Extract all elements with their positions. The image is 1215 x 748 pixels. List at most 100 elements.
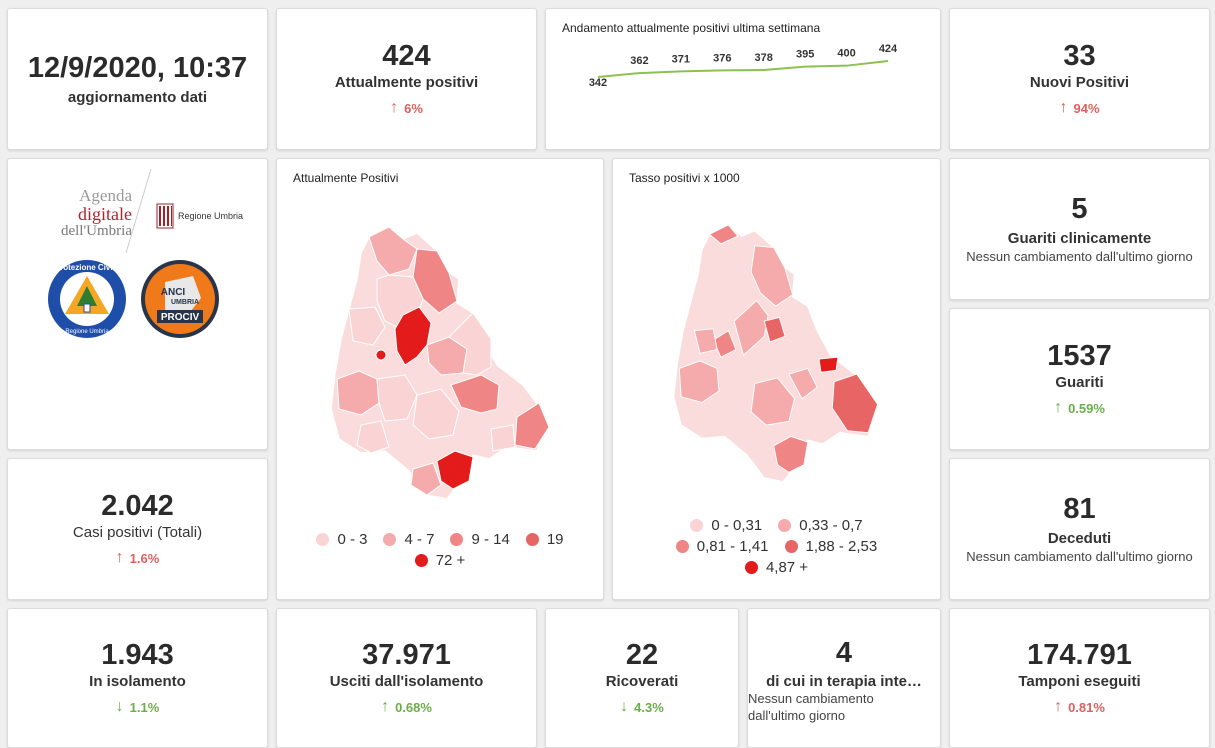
arrow-down-icon: ↓ [115, 698, 124, 716]
legend-swatch-icon [414, 554, 428, 567]
legend-swatch-icon [383, 533, 397, 546]
legend-swatch-icon [525, 533, 539, 546]
logos-card: Agenda digitale dell'Umbria Regione Umbr… [7, 158, 268, 450]
regione-umbria-text: Regione Umbria [178, 211, 244, 221]
casi-totali-delta: ↑ 1.6% [116, 549, 160, 567]
deceduti-value: 81 [1063, 493, 1096, 526]
legend-label: 19 [546, 531, 564, 548]
legend-item: 4,87 + [744, 559, 809, 576]
terapia-label: di cui in terapia inte… [766, 673, 922, 690]
usciti-value: 37.971 [362, 638, 451, 671]
legend-item: 9 - 14 [450, 531, 510, 548]
guariti-clinicamente-card: 5 Guariti clinicamente Nessun cambiament… [949, 158, 1210, 300]
arrow-up-icon: ↑ [115, 549, 124, 567]
legend-label: 0,81 - 1,41 [696, 538, 769, 555]
legend-item: 19 [525, 531, 564, 548]
delta-value: 94% [1073, 100, 1100, 116]
guariti-clinicamente-sub: Nessun cambiamento dall'ultimo giorno [966, 248, 1193, 264]
legend-label: 4 - 7 [404, 531, 435, 548]
legend-swatch-icon [450, 533, 464, 546]
arrow-up-icon: ↑ [381, 698, 390, 716]
arrow-up-icon: ↑ [1054, 698, 1063, 716]
map-positivi-legend: 0 - 3 4 - 7 9 - 14 19 72 + [277, 529, 603, 571]
arrow-up-icon: ↑ [1059, 99, 1068, 117]
legend-item: 4 - 7 [383, 531, 434, 548]
tamponi-value: 174.791 [1027, 638, 1132, 671]
regione-umbria-logo: Regione Umbria [156, 203, 243, 229]
deceduti-label: Deceduti [1047, 529, 1112, 547]
update-datetime: 12/9/2020, 10:37 [27, 52, 248, 84]
delta-value: 1.6% [129, 550, 160, 566]
ricoverati-card: 22 Ricoverati ↓ 4.3% [545, 608, 739, 748]
casi-totali-card: 2.042 Casi positivi (Totali) ↑ 1.6% [7, 458, 268, 600]
deceduti-sub: Nessun cambiamento dall'ultimo giorno [966, 548, 1193, 564]
nuovi-positivi-card: 33 Nuovi Positivi ↑ 94% [949, 8, 1210, 150]
delta-value: 0.68% [395, 699, 432, 715]
legend-item: 0,81 - 1,41 [675, 538, 769, 555]
legend-label: 72 + [435, 552, 466, 569]
delta-value: 0.59% [1068, 400, 1105, 416]
logo-divider [125, 168, 152, 254]
sparkline-data-label: 342 [589, 77, 607, 89]
sparkline-data-label: 395 [796, 49, 814, 61]
isolamento-delta: ↓ 1.1% [116, 698, 160, 716]
legend-swatch-icon [784, 540, 798, 553]
legend-swatch-icon [690, 519, 704, 532]
legend-item: 72 + [414, 552, 466, 569]
anci-line2-text: UMBRIA [171, 299, 199, 306]
legend-item: 0,33 - 0,7 [778, 517, 863, 534]
delta-value: 4.3% [634, 699, 664, 715]
sparkline-line [597, 60, 889, 78]
guariti-card: 1537 Guariti ↑ 0.59% [949, 308, 1210, 450]
arrow-up-icon: ↑ [390, 99, 399, 117]
agenda-digitale-logo: Agenda digitale dell'Umbria [22, 187, 132, 239]
arrow-up-icon: ↑ [1054, 399, 1063, 417]
legend-item: 0 - 3 [316, 531, 367, 548]
map-tasso-legend: 0 - 0,31 0,33 - 0,7 0,81 - 1,41 1,88 - 2,53… [613, 515, 940, 578]
sparkline-data-label: 376 [713, 52, 731, 64]
casi-totali-value: 2.042 [101, 489, 174, 522]
sparkline-data-label: 362 [630, 55, 648, 67]
anci-umbria-prociv-logo: ANCI UMBRIA PROCIV [141, 260, 219, 338]
sparkline-data-label: 371 [672, 53, 690, 65]
delta-value: 6% [404, 100, 423, 116]
attualmente-positivi-value: 424 [382, 39, 431, 72]
guariti-clinicamente-value: 5 [1071, 193, 1088, 226]
nuovi-positivi-delta: ↑ 94% [1059, 99, 1099, 117]
tamponi-card: 174.791 Tamponi eseguiti ↑ 0.81% [949, 608, 1210, 748]
ricoverati-delta: ↓ 4.3% [620, 698, 664, 716]
delta-value: 0.81% [1068, 699, 1105, 715]
legend-swatch-icon [675, 540, 689, 553]
usciti-delta: ↑ 0.68% [381, 698, 432, 716]
sparkline-card: Andamento attualmente positivi ultima se… [545, 8, 941, 150]
guariti-value: 1537 [1047, 339, 1112, 372]
ricoverati-label: Ricoverati [605, 673, 679, 691]
sparkline-chart: 342 362 371 376 378 395 400 424 [589, 43, 898, 89]
umbria-map-tasso [672, 224, 879, 483]
legend-item: 1,88 - 2,53 [784, 538, 877, 555]
anci-line3-text: PROCIV [161, 312, 200, 323]
legend-label: 0 - 0,31 [711, 517, 763, 534]
ricoverati-value: 22 [625, 638, 659, 671]
sparkline-title: Andamento attualmente positivi ultima se… [562, 21, 821, 35]
regione-emblem-icon [156, 203, 174, 229]
legend-label: 9 - 14 [471, 531, 510, 548]
legend-swatch-icon [744, 561, 758, 574]
legend-item: 0 - 0,31 [690, 517, 762, 534]
guariti-label: Guariti [1055, 374, 1104, 392]
attualmente-positivi-label: Attualmente positivi [334, 74, 479, 92]
map-positivi-card: Attualmente Positivi 0 - 3 4 - 7 9 - 14 19 7… [276, 158, 604, 600]
usciti-label: Usciti dall'isolamento [329, 673, 484, 691]
isolamento-card: 1.943 In isolamento ↓ 1.1% [7, 608, 268, 748]
tamponi-delta: ↑ 0.81% [1054, 698, 1105, 716]
update-card: 12/9/2020, 10:37 aggiornamento dati [7, 8, 268, 150]
map-positivi-title: Attualmente Positivi [293, 171, 399, 185]
agenda-line3: dell'Umbria [60, 222, 132, 239]
tamponi-label: Tamponi eseguiti [1018, 673, 1141, 691]
legend-label: 4,87 + [765, 559, 809, 576]
usciti-card: 37.971 Usciti dall'isolamento ↑ 0.68% [276, 608, 537, 748]
terapia-sub: Nessun cambiamento dall'ultimo giorno [748, 691, 874, 723]
protezione-civile-logo: Protezione Civile Regione Umbria [48, 260, 126, 338]
arrow-down-icon: ↓ [620, 698, 629, 716]
delta-value: 1.1% [129, 699, 160, 715]
